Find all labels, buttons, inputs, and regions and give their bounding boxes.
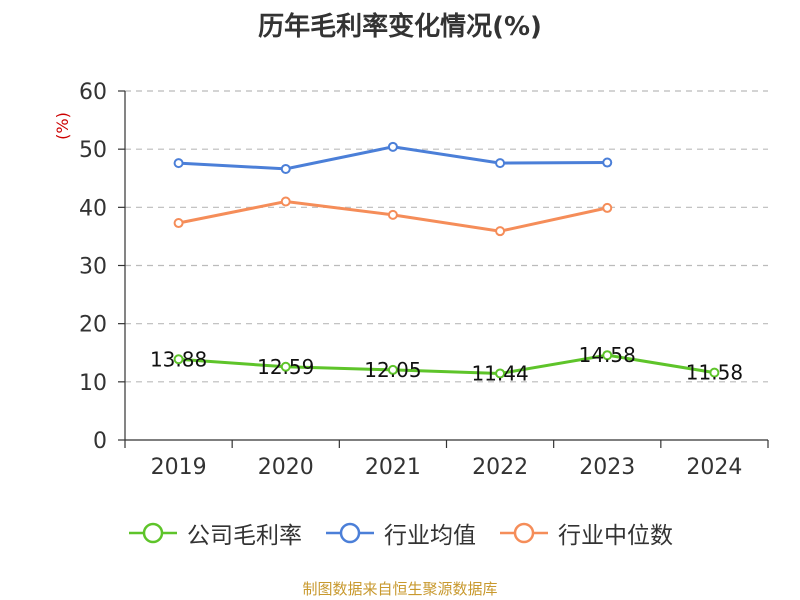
point-s0-2023 — [602, 350, 613, 361]
data-label-2020: 12.59 — [257, 355, 314, 379]
legend-label: 公司毛利率 — [187, 523, 302, 549]
point-s1-2020 — [280, 163, 291, 174]
x-tick-label-2022: 2022 — [472, 455, 528, 480]
source-note: 制图数据来自恒生聚源数据库 — [302, 580, 498, 598]
x-tick-label-2024: 2024 — [686, 455, 742, 480]
legend-marker-icon — [129, 522, 177, 544]
point-s2-2020 — [280, 196, 291, 207]
x-tick-label-2020: 2020 — [258, 455, 314, 480]
y-tick-label-10: 10 — [79, 371, 107, 396]
gridlines — [125, 90, 768, 383]
point-s0-2024 — [709, 367, 720, 378]
point-s2-2019 — [173, 218, 184, 229]
x-tick-label-2021: 2021 — [365, 455, 421, 480]
axes: 0 10 20 30 40 50 60 2019 2020 2021 2022 2023 2024 — [79, 80, 769, 480]
x-tick-label-2019: 2019 — [151, 455, 207, 480]
y-tick-label-20: 20 — [79, 313, 107, 338]
data-label-2022: 11.44 — [471, 361, 528, 385]
data-label-2024: 11.58 — [686, 361, 743, 385]
series-line-0 — [178, 353, 715, 376]
y-tick-label-40: 40 — [79, 196, 107, 221]
point-s1-2023 — [602, 157, 613, 168]
chart-title: 历年毛利率变化情况(%) — [258, 12, 542, 42]
series-lines — [173, 141, 720, 379]
legend-item-1[interactable]: 行业均值 — [324, 516, 476, 550]
data-label-2023: 14.58 — [579, 343, 636, 367]
legend-label: 行业中位数 — [558, 523, 673, 549]
y-tick-label-50: 50 — [79, 138, 107, 163]
legend-marker-icon — [500, 522, 548, 544]
point-s1-2022 — [495, 158, 506, 169]
y-tick-label-30: 30 — [79, 255, 107, 280]
data-label-2019: 13.88 — [150, 347, 207, 371]
point-s0-2022 — [495, 368, 506, 379]
y-tick-label-60: 60 — [79, 80, 107, 105]
point-s1-2019 — [173, 158, 184, 169]
point-s0-2021 — [387, 364, 398, 375]
point-s2-2023 — [602, 202, 613, 213]
point-s2-2021 — [387, 209, 398, 220]
point-s1-2021 — [387, 141, 398, 152]
data-labels: 13.88 12.59 12.05 11.44 14.58 11.58 — [150, 343, 743, 385]
point-s0-2020 — [280, 361, 291, 372]
legend-item-0[interactable]: 公司毛利率 — [127, 516, 302, 550]
legend-marker-icon — [326, 522, 374, 544]
y-axis-label: (%) — [53, 112, 72, 140]
legend-item-2[interactable]: 行业中位数 — [498, 516, 673, 550]
x-tick-label-2023: 2023 — [579, 455, 635, 480]
point-s2-2022 — [495, 226, 506, 237]
y-tick-label-0: 0 — [93, 429, 107, 454]
legend-label: 行业均值 — [384, 523, 476, 549]
point-s0-2019 — [173, 354, 184, 365]
legend: 公司毛利率 行业均值 行业中位数 — [0, 516, 800, 550]
data-label-2021: 12.05 — [364, 358, 421, 382]
